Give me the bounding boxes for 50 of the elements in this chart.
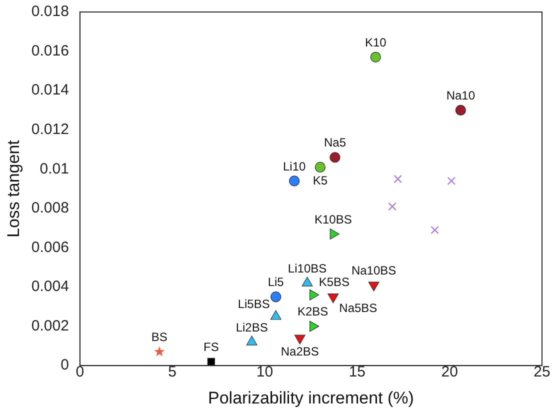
annotation: FS [203,340,219,354]
annotation: K5 [312,174,328,188]
y-tick-label: 0.012 [31,121,69,138]
annotation: Na5 [324,136,346,150]
point [154,346,165,356]
point [330,152,340,163]
point [370,52,381,62]
annotation: Na10BS [351,263,396,278]
x-tick-label: 0 [76,364,84,381]
point [289,176,300,186]
x-tick-label: 20 [441,364,458,381]
y-tick-label: 0.016 [31,42,69,60]
annotation: Li5 [268,275,284,290]
y-tick-label: 0.008 [31,200,69,217]
annotation: Li2BS [236,320,268,334]
annotation: K5BS [318,275,350,290]
point [246,336,258,346]
point [388,202,396,211]
y-tick-label: 0.002 [31,317,69,334]
point [330,228,340,240]
point [455,104,466,116]
y-tick-label: 0.01 [40,160,69,178]
point [394,174,402,184]
point [430,226,439,234]
x-tick-label: 15 [348,364,366,381]
point [302,276,313,286]
annotation: Na2BS [280,344,319,358]
x-axis-title: Polarizability increment (%) [208,388,414,408]
point [207,358,215,366]
y-tick-label: 0.014 [31,82,69,99]
point [314,162,326,172]
x-tick-label: 25 [534,364,550,381]
annotation: Li10 [282,159,306,174]
point [270,310,282,320]
annotation: K10BS [314,212,352,226]
y-tick-label: 0.006 [31,238,69,256]
annotation: Li5BS [238,296,270,311]
annotation: Li10BS [288,261,327,276]
y-tick-label: 0.004 [31,278,69,296]
y-tick-label: 0.018 [31,3,69,20]
x-tick-label: 5 [168,364,177,381]
annotation: BS [151,330,168,344]
y-axis-title: Loss tangent [4,140,23,238]
annotation: Na10 [446,88,476,103]
point [270,292,282,302]
annotation: Na5BS [339,301,378,316]
annotation: K2BS [297,304,328,319]
annotation: K10 [364,35,387,50]
x-tick-label: 10 [256,364,274,381]
point [447,176,456,186]
